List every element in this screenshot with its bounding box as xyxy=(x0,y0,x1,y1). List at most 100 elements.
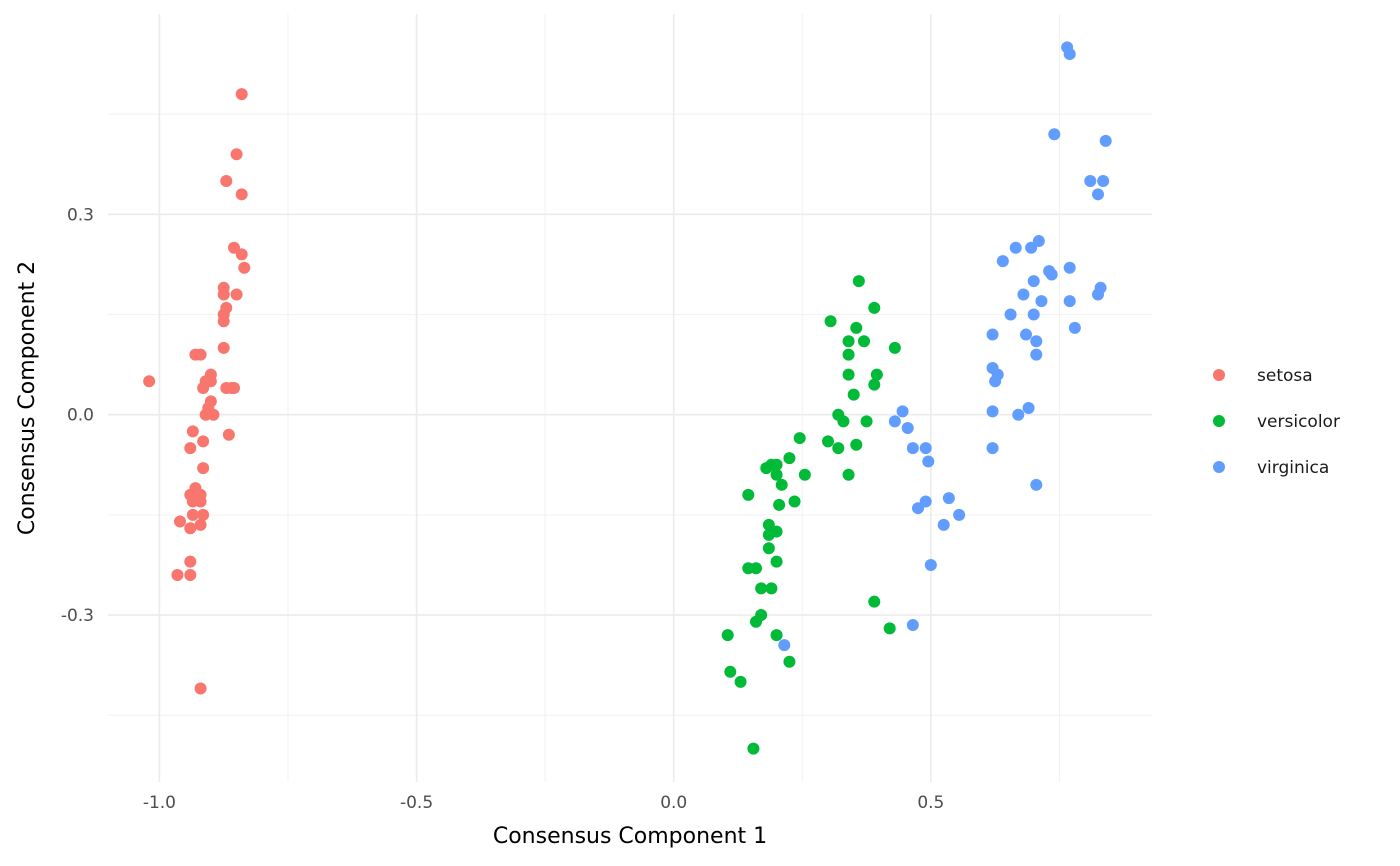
data-point xyxy=(868,378,881,391)
series-setosa xyxy=(143,88,251,695)
y-tick-label: -0.3 xyxy=(61,606,94,626)
data-point xyxy=(775,478,788,491)
data-point xyxy=(912,502,924,515)
data-point xyxy=(937,518,950,531)
data-point xyxy=(721,629,734,642)
data-point xyxy=(847,388,860,401)
data-point xyxy=(783,655,796,668)
data-point xyxy=(1063,48,1076,61)
data-point xyxy=(953,508,966,521)
data-point xyxy=(228,381,240,394)
data-point xyxy=(986,442,999,455)
data-point xyxy=(171,568,184,581)
data-point xyxy=(755,582,768,595)
y-tick-label: 0.3 xyxy=(67,205,94,225)
data-point xyxy=(1012,408,1025,421)
data-point xyxy=(1027,275,1040,288)
data-point xyxy=(770,458,783,471)
data-point xyxy=(184,568,197,581)
data-point xyxy=(793,432,806,445)
data-point xyxy=(770,468,783,481)
data-point xyxy=(186,508,199,521)
data-point xyxy=(230,148,243,161)
data-point xyxy=(986,328,999,341)
data-point xyxy=(842,348,855,361)
legend-label-versicolor: versicolor xyxy=(1257,412,1340,432)
data-point xyxy=(901,422,914,435)
x-tick-label: 0.0 xyxy=(660,793,687,813)
data-point xyxy=(1017,288,1030,301)
data-point xyxy=(724,665,737,678)
data-point xyxy=(197,462,210,475)
data-point xyxy=(986,405,999,418)
data-point xyxy=(773,498,786,511)
data-point xyxy=(783,452,796,465)
data-point xyxy=(770,629,783,642)
data-point xyxy=(1030,478,1043,491)
data-point xyxy=(942,492,955,505)
data-point xyxy=(832,442,845,455)
y-axis-ticks: -0.3 0.0 0.3 xyxy=(61,205,94,626)
data-point xyxy=(868,301,881,314)
data-point xyxy=(852,275,865,288)
legend-key-virginica xyxy=(1213,461,1225,473)
x-tick-label: 0.5 xyxy=(917,793,944,813)
legend-key-versicolor xyxy=(1213,415,1225,427)
data-point xyxy=(186,425,199,438)
data-point xyxy=(850,438,863,451)
data-point xyxy=(1030,335,1043,348)
data-point xyxy=(1099,134,1112,147)
data-point xyxy=(222,428,235,441)
data-point xyxy=(194,495,207,508)
data-point xyxy=(868,595,881,608)
data-point xyxy=(174,515,186,528)
data-point xyxy=(184,442,197,455)
data-point xyxy=(842,335,855,348)
data-point xyxy=(184,522,197,535)
data-point xyxy=(1068,321,1081,334)
data-point xyxy=(742,488,755,501)
data-point xyxy=(197,435,210,448)
data-point xyxy=(1022,402,1035,415)
data-point xyxy=(217,288,230,301)
data-point xyxy=(842,468,855,481)
data-point xyxy=(883,622,896,635)
data-point xyxy=(1027,308,1040,321)
data-points xyxy=(143,41,1112,755)
data-point xyxy=(1092,188,1104,201)
data-point xyxy=(762,542,775,555)
data-point xyxy=(1063,261,1076,274)
data-point xyxy=(842,368,855,381)
data-point xyxy=(824,315,837,328)
x-tick-label: -1.0 xyxy=(143,793,176,813)
data-point xyxy=(1063,295,1076,308)
x-axis-title: Consensus Component 1 xyxy=(493,824,767,849)
data-point xyxy=(996,255,1009,268)
data-point xyxy=(888,341,901,354)
legend-label-virginica: virginica xyxy=(1257,458,1329,478)
data-point xyxy=(1084,174,1097,187)
data-point xyxy=(199,408,212,421)
y-axis-title: Consensus Component 2 xyxy=(15,261,40,535)
data-point xyxy=(765,582,778,595)
data-point xyxy=(1097,174,1110,187)
data-point xyxy=(906,442,919,455)
data-point xyxy=(197,381,210,394)
data-point xyxy=(858,335,870,348)
data-point xyxy=(1030,348,1043,361)
data-point xyxy=(860,415,873,428)
legend-label-setosa: setosa xyxy=(1257,366,1313,386)
data-point xyxy=(1048,128,1061,141)
grid-lines xyxy=(108,14,1152,782)
data-point xyxy=(870,368,883,381)
data-point xyxy=(778,639,791,652)
data-point xyxy=(906,619,919,632)
data-point xyxy=(1025,241,1038,254)
data-point xyxy=(1020,328,1032,341)
data-point xyxy=(1004,308,1017,321)
data-point xyxy=(919,442,932,455)
data-point xyxy=(850,321,863,334)
data-point xyxy=(1092,288,1104,301)
data-point xyxy=(896,405,909,418)
